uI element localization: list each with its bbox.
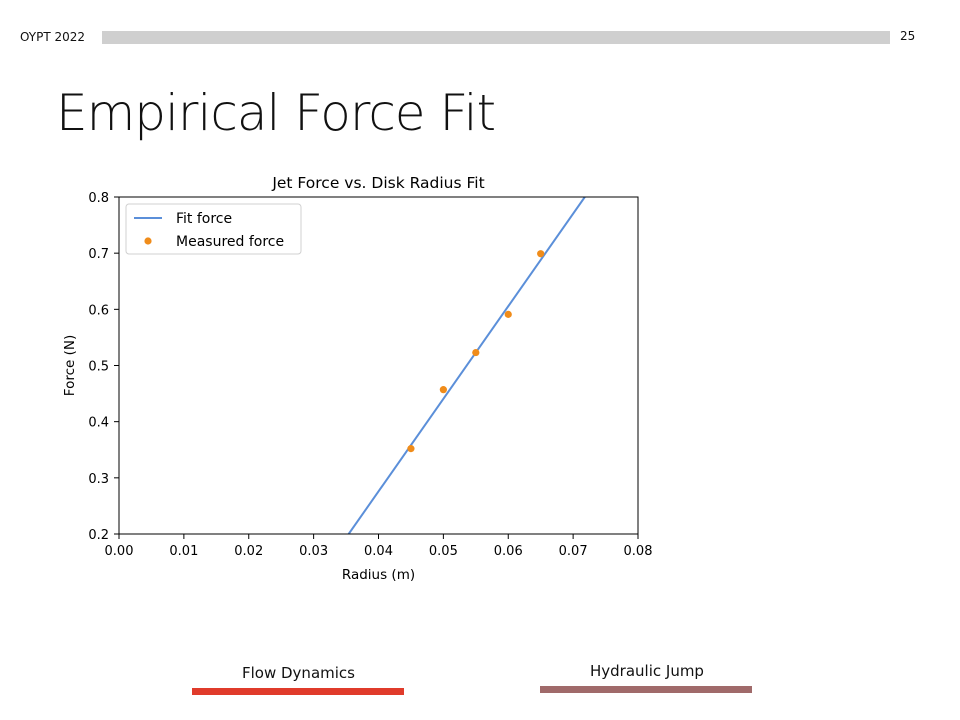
measured-force-point [472,348,480,357]
x-tick-label: 0.04 [364,544,393,559]
x-tick-label: 0.02 [234,544,263,559]
x-tick-label: 0.07 [559,544,588,559]
slide-title: Empirical Force Fit [56,84,496,142]
conference-label: OYPT 2022 [20,30,86,44]
measured-force-point [439,386,447,394]
header-bar [102,31,890,44]
chart-title: Jet Force vs. Disk Radius Fit [271,174,484,192]
x-tick-label: 0.08 [624,544,653,559]
y-tick-label: 0.3 [88,472,109,487]
page-number: 25 [900,29,916,43]
legend-measured-label: Measured force [176,234,284,250]
y-tick-label: 0.2 [88,528,109,543]
y-tick-label: 0.7 [88,247,109,262]
fit-force-line [347,197,586,534]
measured-force-point [407,445,415,453]
measured-force-point [537,250,545,258]
legend-fit-label: Fit force [176,211,232,227]
y-tick-label: 0.8 [88,191,109,206]
footer-tab-flow-dynamics[interactable]: Flow Dynamics [242,664,355,682]
x-tick-label: 0.00 [105,544,134,559]
x-tick-label: 0.01 [169,544,198,559]
x-axis-label: Radius (m) [342,567,415,583]
legend-box [125,203,302,255]
y-axis-label: Force (N) [62,335,78,396]
y-tick-label: 0.5 [88,360,109,375]
footer-bar-flow-dynamics[interactable] [192,688,404,695]
legend-measured-swatch [144,237,152,245]
measured-force-point [504,310,512,318]
x-tick-label: 0.03 [299,544,328,559]
y-tick-label: 0.6 [88,303,109,318]
footer-bar-hydraulic-jump[interactable] [540,686,752,693]
x-tick-label: 0.05 [429,544,458,559]
y-tick-label: 0.4 [88,416,109,431]
footer-tab-hydraulic-jump[interactable]: Hydraulic Jump [590,662,704,680]
x-tick-label: 0.06 [494,544,523,559]
